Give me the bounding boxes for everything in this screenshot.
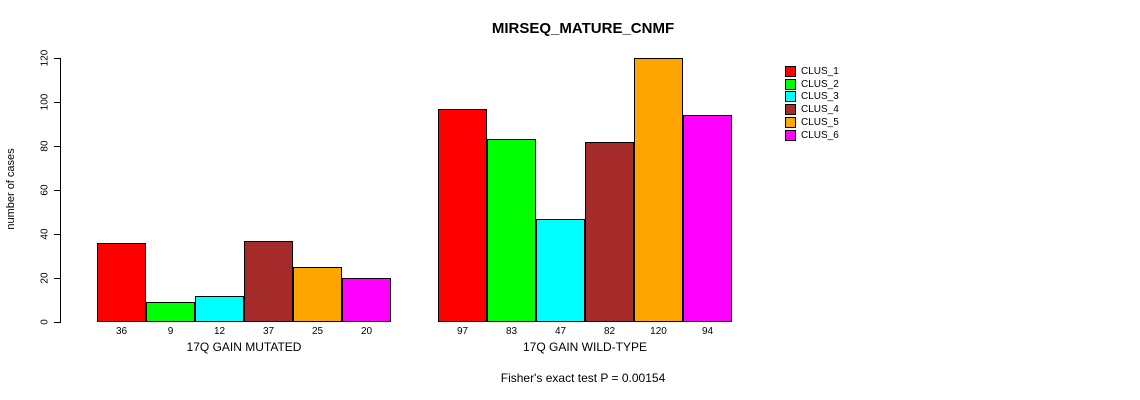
y-tick-label: 0	[39, 319, 51, 325]
legend-row: CLUS_1	[785, 65, 839, 78]
legend-label: CLUS_3	[801, 91, 839, 103]
legend-swatch	[785, 78, 796, 90]
y-tick-mark	[54, 321, 60, 323]
legend-label: CLUS_2	[801, 78, 839, 90]
bar-value-label: 12	[213, 326, 226, 337]
legend-row: CLUS_3	[785, 91, 839, 104]
y-tick-mark	[54, 145, 60, 147]
bar-clus_1	[97, 242, 146, 322]
bar-clus_2	[146, 302, 195, 322]
legend-label: CLUS_5	[801, 117, 839, 129]
legend-swatch	[785, 129, 796, 141]
bar-clus_6	[342, 278, 391, 322]
y-tick-label: 40	[39, 228, 51, 240]
bar-value-label: 25	[311, 326, 324, 337]
y-tick-label: 120	[39, 49, 51, 67]
bar-value-label: 120	[650, 326, 667, 337]
bar-clus_6	[683, 115, 732, 322]
y-tick-label: 20	[39, 272, 51, 284]
bar-value-label: 36	[115, 326, 128, 337]
y-tick-label: 60	[39, 184, 51, 196]
bar-value-label: 94	[701, 326, 714, 337]
bar-clus_5	[634, 58, 683, 322]
legend-swatch	[785, 65, 796, 77]
bar-clus_4	[585, 141, 634, 322]
y-axis-label: number of cases	[5, 148, 17, 230]
bar-value-label: 20	[360, 326, 373, 337]
y-tick-label: 80	[39, 140, 51, 152]
legend-row: CLUS_4	[785, 103, 839, 116]
bar-value-label: 47	[554, 326, 567, 337]
y-tick-mark	[54, 57, 60, 59]
y-tick-mark	[54, 101, 60, 103]
bar-clus_2	[487, 139, 536, 322]
bar-value-label: 83	[505, 326, 518, 337]
legend-swatch	[785, 91, 796, 103]
legend-swatch	[785, 104, 796, 116]
y-tick-label: 100	[39, 93, 51, 111]
legend-label: CLUS_6	[801, 129, 839, 141]
bar-value-label: 82	[603, 326, 616, 337]
legend: CLUS_1 CLUS_2 CLUS_3 CLUS_4 CLUS_5 CLUS_6	[785, 65, 839, 142]
legend-row: CLUS_5	[785, 116, 839, 129]
y-tick-mark	[54, 189, 60, 191]
legend-label: CLUS_4	[801, 104, 839, 116]
bar-clus_1	[438, 108, 487, 322]
bar-clus_3	[195, 295, 244, 322]
chart-title: MIRSEQ_MATURE_CNMF	[491, 20, 675, 37]
bar-clus_5	[293, 267, 342, 322]
legend-row: CLUS_2	[785, 78, 839, 91]
bar-value-label: 97	[456, 326, 469, 337]
y-tick-mark	[54, 277, 60, 279]
bar-value-label: 37	[262, 326, 275, 337]
x-axis-group-label: 17Q GAIN WILD-TYPE	[522, 340, 648, 354]
legend-row: CLUS_6	[785, 129, 839, 142]
legend-swatch	[785, 117, 796, 129]
fisher-test-annotation: Fisher's exact test P = 0.00154	[500, 371, 666, 385]
y-tick-mark	[54, 233, 60, 235]
x-axis-group-label: 17Q GAIN MUTATED	[186, 340, 302, 354]
bar-value-label: 9	[167, 326, 174, 337]
bar-clus_4	[244, 240, 293, 322]
bar-clus_3	[536, 218, 585, 322]
y-axis-line	[60, 58, 61, 323]
legend-label: CLUS_1	[801, 65, 839, 77]
